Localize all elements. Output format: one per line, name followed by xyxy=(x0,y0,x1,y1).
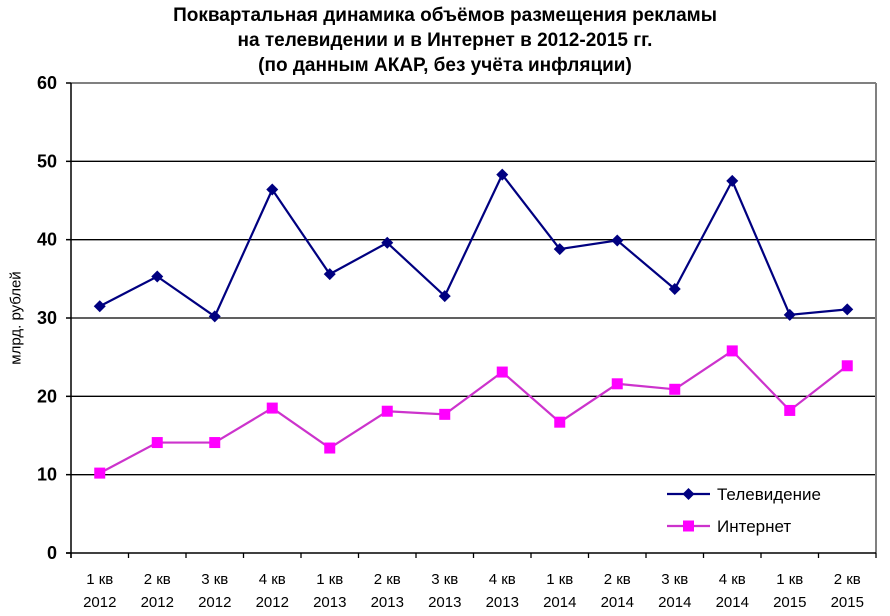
y-tick-label: 20 xyxy=(37,386,57,406)
data-point xyxy=(784,404,796,416)
data-point xyxy=(438,290,451,303)
x-tick-label-year: 2012 xyxy=(198,594,231,611)
x-tick-label-year: 2012 xyxy=(83,594,116,611)
x-tick-label-quarter: 4 кв xyxy=(719,571,746,588)
x-tick-label-year: 2013 xyxy=(486,594,519,611)
y-tick-label: 60 xyxy=(37,73,57,93)
x-tick-label-quarter: 4 кв xyxy=(489,571,516,588)
x-tick-label-quarter: 1 кв xyxy=(316,571,343,588)
data-point xyxy=(151,270,164,283)
x-tick-label-year: 2012 xyxy=(256,594,289,611)
data-point xyxy=(726,345,738,357)
x-tick-label-quarter: 3 кв xyxy=(661,571,688,588)
legend-label: Телевидение xyxy=(717,485,821,504)
data-point xyxy=(496,168,509,181)
x-tick-label-quarter: 3 кв xyxy=(201,571,228,588)
data-point xyxy=(208,310,221,323)
gridlines xyxy=(71,160,876,476)
series-tv xyxy=(93,168,854,323)
x-axis-ticks: 1 кв 2012 2 кв 2012 3 кв 2012 4 кв 2012 1 кв 2013… xyxy=(70,553,877,611)
x-tick-label-year: 2013 xyxy=(313,594,346,611)
y-tick-label: 40 xyxy=(37,230,57,250)
plot-frame xyxy=(66,82,877,558)
x-tick-label-year: 2013 xyxy=(371,594,404,611)
data-point xyxy=(324,442,336,454)
diamond-marker-icon xyxy=(682,488,695,500)
x-tick-label-year: 2014 xyxy=(601,594,634,611)
chart-title-line-3: (по данным АКАР, без учёта инфляции) xyxy=(258,55,632,76)
data-point xyxy=(266,183,279,196)
chart-title: Поквартальная динамика объёмов размещени… xyxy=(0,3,890,78)
series-line xyxy=(99,349,848,475)
y-tick-label: 0 xyxy=(47,543,57,563)
x-tick-label-quarter: 2 кв xyxy=(604,571,631,588)
data-point xyxy=(611,234,624,247)
x-tick-label-quarter: 1 кв xyxy=(86,571,113,588)
data-point xyxy=(841,303,854,316)
data-point xyxy=(496,366,508,378)
chart-title-line-2: на телевидении и в Интернет в 2012-2015 … xyxy=(237,30,653,51)
x-tick-label-year: 2014 xyxy=(658,594,691,611)
data-point xyxy=(553,243,566,256)
x-tick-label-year: 2015 xyxy=(773,594,806,611)
data-point xyxy=(554,416,566,428)
data-point xyxy=(93,300,106,313)
legend-item-internet: Интернет xyxy=(667,517,791,536)
series-internet xyxy=(94,345,853,479)
x-tick-label-quarter: 2 кв xyxy=(834,571,861,588)
x-tick-label-quarter: 1 кв xyxy=(776,571,803,588)
x-tick-label-year: 2013 xyxy=(428,594,461,611)
data-point xyxy=(841,360,853,372)
x-tick-label-year: 2014 xyxy=(716,594,749,611)
data-point xyxy=(381,236,394,249)
data-point xyxy=(323,268,336,281)
series-layer xyxy=(93,168,854,479)
data-point xyxy=(94,467,106,479)
legend: Телевидение Интернет xyxy=(667,485,821,536)
data-point xyxy=(209,437,221,449)
data-point xyxy=(151,437,163,449)
x-tick-label-quarter: 1 кв xyxy=(546,571,573,588)
data-point xyxy=(381,405,393,417)
data-point xyxy=(266,402,278,414)
x-tick-label-quarter: 2 кв xyxy=(374,571,401,588)
legend-item-tv: Телевидение xyxy=(667,485,821,504)
x-tick-label-quarter: 3 кв xyxy=(431,571,458,588)
series-line xyxy=(99,172,848,319)
data-point xyxy=(783,308,796,321)
x-tick-label-quarter: 2 кв xyxy=(144,571,171,588)
legend-label: Интернет xyxy=(717,517,791,536)
data-point xyxy=(669,383,681,395)
x-tick-label-year: 2012 xyxy=(141,594,174,611)
data-point xyxy=(668,283,681,296)
chart-title-line-1: Поквартальная динамика объёмов размещени… xyxy=(173,5,717,26)
x-tick-label-year: 2015 xyxy=(831,594,864,611)
data-point xyxy=(726,174,739,187)
square-marker-icon xyxy=(683,520,694,532)
y-axis-ticks: 0 10 20 30 40 50 60 xyxy=(37,73,71,563)
y-tick-label: 50 xyxy=(37,151,57,171)
data-point xyxy=(611,378,623,390)
x-tick-label-quarter: 4 кв xyxy=(259,571,286,588)
y-tick-label: 10 xyxy=(37,465,57,485)
data-point xyxy=(439,408,451,420)
y-tick-label: 30 xyxy=(37,308,57,328)
x-tick-label-year: 2014 xyxy=(543,594,576,611)
